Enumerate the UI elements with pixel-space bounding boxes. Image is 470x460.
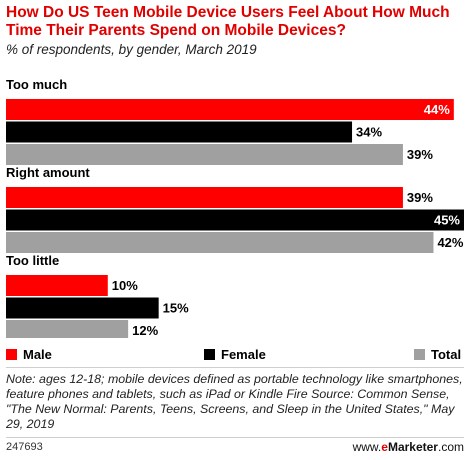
chart-subtitle: % of respondents, by gender, March 2019	[6, 42, 257, 57]
divider-top	[6, 367, 464, 368]
bar-too-much-male	[6, 99, 454, 120]
brand-e: e	[381, 440, 388, 454]
bar-right-amount-male	[6, 187, 403, 208]
chart-id: 247693	[6, 441, 43, 453]
bar-too-little-male	[6, 275, 108, 296]
legend-label-female: Female	[221, 347, 266, 362]
brand-prefix: www.	[352, 440, 382, 454]
bar-too-much-female	[6, 121, 353, 143]
category-label-too-little: Too little	[6, 253, 59, 268]
chart-title: How Do US Teen Mobile Device Users Feel …	[6, 4, 450, 39]
data-label-too-much-female: 34%	[356, 125, 382, 140]
data-label-right-amount-total: 42%	[437, 235, 463, 250]
legend-item-male: Male	[6, 347, 52, 362]
divider-bottom	[6, 437, 464, 438]
legend-swatch-male	[6, 349, 17, 360]
data-label-too-little-male: 10%	[112, 278, 138, 293]
bar-right-amount-female	[6, 209, 464, 231]
data-label-too-much-total: 39%	[407, 147, 433, 162]
data-label-too-little-female: 15%	[163, 301, 189, 316]
legend-label-total: Total	[431, 347, 462, 362]
bar-too-little-female	[6, 297, 159, 319]
data-label-too-little-total: 12%	[132, 323, 158, 338]
legend-swatch-total	[414, 349, 425, 360]
data-label-too-much-male: 44%	[424, 102, 450, 117]
brand-suffix: .com	[437, 440, 464, 454]
bar-too-much-total	[6, 144, 403, 165]
bar-right-amount-total	[6, 232, 434, 253]
data-label-right-amount-female: 45%	[434, 213, 460, 228]
source-note: Note: ages 12-18; mobile devices defined…	[6, 372, 463, 431]
legend-swatch-female	[204, 349, 215, 360]
brand-logo: www.eMarketer.com	[353, 440, 464, 454]
data-label-right-amount-male: 39%	[407, 190, 433, 205]
brand-name: Marketer	[387, 440, 438, 454]
legend-item-total: Total	[414, 347, 461, 362]
legend-label-male: Male	[23, 347, 52, 362]
legend-item-female: Female	[204, 347, 266, 362]
category-label-right-amount: Right amount	[6, 165, 90, 180]
category-label-too-much: Too much	[6, 77, 67, 92]
bar-too-little-total	[6, 320, 129, 338]
